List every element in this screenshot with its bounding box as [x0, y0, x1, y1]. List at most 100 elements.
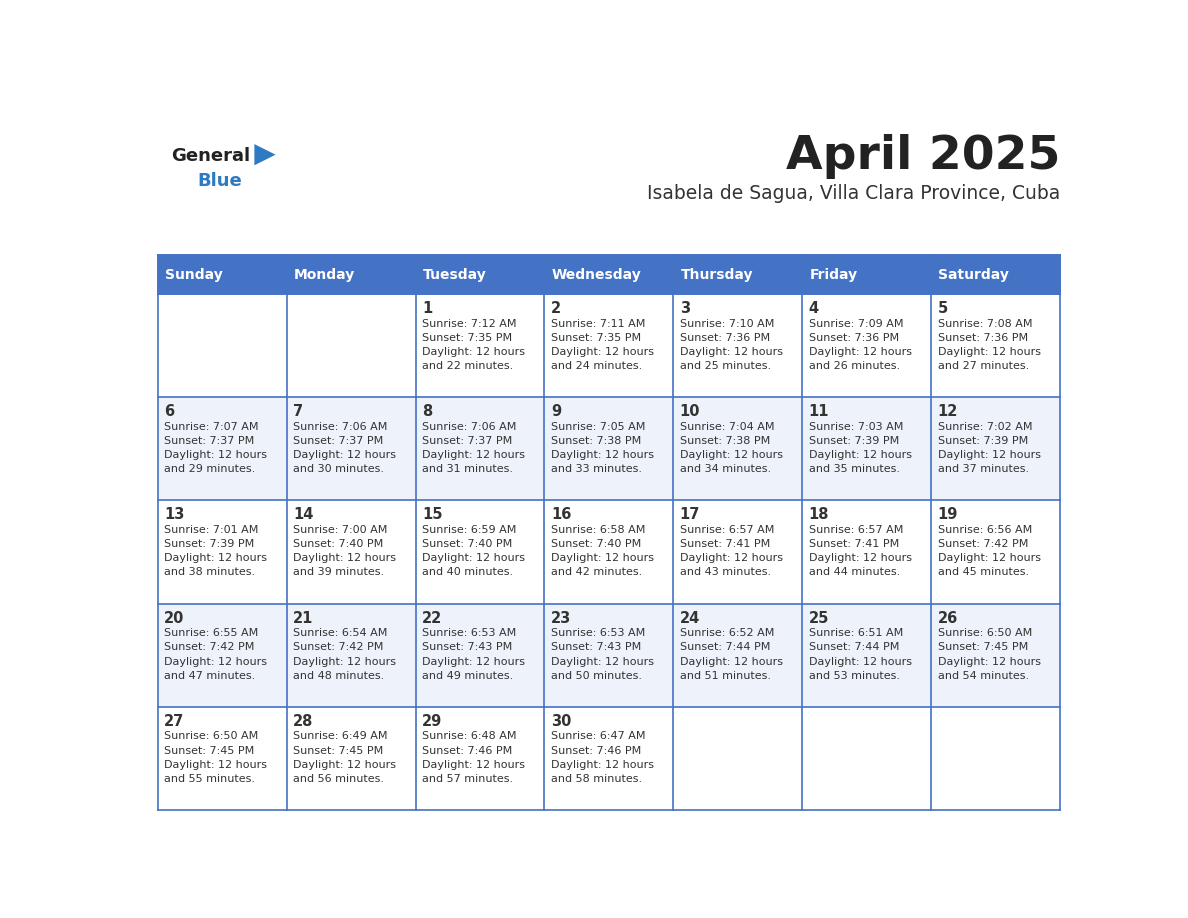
Text: Sunset: 7:46 PM: Sunset: 7:46 PM	[551, 745, 642, 756]
Text: Daylight: 12 hours: Daylight: 12 hours	[293, 760, 396, 770]
Text: and 37 minutes.: and 37 minutes.	[937, 465, 1029, 475]
Text: and 33 minutes.: and 33 minutes.	[551, 465, 642, 475]
Text: Sunset: 7:38 PM: Sunset: 7:38 PM	[551, 436, 642, 446]
Text: April 2025: April 2025	[785, 134, 1060, 179]
Text: Sunset: 7:45 PM: Sunset: 7:45 PM	[937, 643, 1028, 653]
Text: Sunrise: 7:07 AM: Sunrise: 7:07 AM	[164, 422, 259, 431]
Text: Sunrise: 6:48 AM: Sunrise: 6:48 AM	[422, 732, 517, 742]
Text: Daylight: 12 hours: Daylight: 12 hours	[422, 347, 525, 357]
Text: and 44 minutes.: and 44 minutes.	[809, 567, 899, 577]
Text: Sunrise: 7:06 AM: Sunrise: 7:06 AM	[293, 422, 387, 431]
Text: 10: 10	[680, 404, 700, 420]
Text: Sunrise: 7:03 AM: Sunrise: 7:03 AM	[809, 422, 903, 431]
Text: 21: 21	[293, 610, 314, 625]
Text: 7: 7	[293, 404, 303, 420]
Bar	[286, 603, 416, 707]
Text: Daylight: 12 hours: Daylight: 12 hours	[293, 554, 396, 564]
Text: Sunset: 7:42 PM: Sunset: 7:42 PM	[293, 643, 384, 653]
Text: Sunrise: 6:53 AM: Sunrise: 6:53 AM	[551, 628, 645, 638]
Bar	[158, 707, 286, 810]
Text: Blue: Blue	[197, 172, 242, 190]
Bar	[544, 397, 674, 500]
Text: 6: 6	[164, 404, 175, 420]
Text: Daylight: 12 hours: Daylight: 12 hours	[937, 554, 1041, 564]
Text: 13: 13	[164, 508, 184, 522]
Text: Sunset: 7:45 PM: Sunset: 7:45 PM	[293, 745, 384, 756]
Text: and 39 minutes.: and 39 minutes.	[293, 567, 384, 577]
Text: Daylight: 12 hours: Daylight: 12 hours	[293, 450, 396, 460]
Text: Sunset: 7:35 PM: Sunset: 7:35 PM	[422, 333, 512, 342]
Text: Sunset: 7:40 PM: Sunset: 7:40 PM	[551, 539, 642, 549]
Text: Daylight: 12 hours: Daylight: 12 hours	[293, 656, 396, 666]
Text: Sunrise: 7:04 AM: Sunrise: 7:04 AM	[680, 422, 775, 431]
Text: Sunset: 7:44 PM: Sunset: 7:44 PM	[680, 643, 770, 653]
Text: Daylight: 12 hours: Daylight: 12 hours	[164, 554, 267, 564]
Text: Sunrise: 6:49 AM: Sunrise: 6:49 AM	[293, 732, 387, 742]
Text: Daylight: 12 hours: Daylight: 12 hours	[422, 450, 525, 460]
Text: 30: 30	[551, 714, 571, 729]
Bar	[158, 603, 286, 707]
Text: and 25 minutes.: and 25 minutes.	[680, 361, 771, 371]
Text: and 55 minutes.: and 55 minutes.	[164, 774, 255, 784]
Bar	[931, 707, 1060, 810]
Text: Daylight: 12 hours: Daylight: 12 hours	[422, 760, 525, 770]
Text: Daylight: 12 hours: Daylight: 12 hours	[937, 450, 1041, 460]
Text: and 30 minutes.: and 30 minutes.	[293, 465, 384, 475]
Text: Sunset: 7:37 PM: Sunset: 7:37 PM	[422, 436, 512, 446]
Text: and 47 minutes.: and 47 minutes.	[164, 671, 255, 681]
Text: 18: 18	[809, 508, 829, 522]
Text: 3: 3	[680, 301, 690, 316]
Text: Sunset: 7:36 PM: Sunset: 7:36 PM	[680, 333, 770, 342]
Bar	[416, 294, 544, 397]
Text: and 57 minutes.: and 57 minutes.	[422, 774, 513, 784]
Bar	[674, 603, 802, 707]
Text: Sunrise: 6:58 AM: Sunrise: 6:58 AM	[551, 525, 645, 535]
Bar	[931, 500, 1060, 603]
Text: Daylight: 12 hours: Daylight: 12 hours	[422, 554, 525, 564]
Bar	[674, 500, 802, 603]
Text: 16: 16	[551, 508, 571, 522]
Text: Sunset: 7:36 PM: Sunset: 7:36 PM	[937, 333, 1028, 342]
Text: Sunrise: 6:51 AM: Sunrise: 6:51 AM	[809, 628, 903, 638]
Bar	[286, 707, 416, 810]
Bar	[931, 294, 1060, 397]
Text: 23: 23	[551, 610, 571, 625]
Text: Daylight: 12 hours: Daylight: 12 hours	[809, 450, 911, 460]
Text: and 40 minutes.: and 40 minutes.	[422, 567, 513, 577]
Bar	[802, 603, 931, 707]
Text: Daylight: 12 hours: Daylight: 12 hours	[422, 656, 525, 666]
Text: Monday: Monday	[293, 267, 355, 282]
Text: Sunrise: 7:09 AM: Sunrise: 7:09 AM	[809, 319, 903, 329]
Text: 1: 1	[422, 301, 432, 316]
Text: Sunset: 7:39 PM: Sunset: 7:39 PM	[164, 539, 254, 549]
Text: Daylight: 12 hours: Daylight: 12 hours	[937, 656, 1041, 666]
Text: Daylight: 12 hours: Daylight: 12 hours	[680, 656, 783, 666]
Text: General: General	[171, 147, 251, 165]
Text: 11: 11	[809, 404, 829, 420]
Text: Sunrise: 6:52 AM: Sunrise: 6:52 AM	[680, 628, 775, 638]
Bar	[158, 500, 286, 603]
Text: Sunrise: 6:54 AM: Sunrise: 6:54 AM	[293, 628, 387, 638]
Text: Daylight: 12 hours: Daylight: 12 hours	[551, 554, 653, 564]
Text: Sunset: 7:37 PM: Sunset: 7:37 PM	[164, 436, 254, 446]
Text: Tuesday: Tuesday	[423, 267, 487, 282]
Text: Sunset: 7:40 PM: Sunset: 7:40 PM	[422, 539, 512, 549]
Text: Daylight: 12 hours: Daylight: 12 hours	[164, 656, 267, 666]
Text: Sunset: 7:44 PM: Sunset: 7:44 PM	[809, 643, 899, 653]
Text: Daylight: 12 hours: Daylight: 12 hours	[680, 347, 783, 357]
Text: 26: 26	[937, 610, 958, 625]
Text: and 53 minutes.: and 53 minutes.	[809, 671, 899, 681]
Text: Sunrise: 6:50 AM: Sunrise: 6:50 AM	[164, 732, 259, 742]
Bar	[286, 500, 416, 603]
Text: Sunday: Sunday	[165, 267, 223, 282]
Text: Sunset: 7:42 PM: Sunset: 7:42 PM	[937, 539, 1028, 549]
Text: Saturday: Saturday	[939, 267, 1010, 282]
Text: Sunrise: 6:55 AM: Sunrise: 6:55 AM	[164, 628, 259, 638]
Text: and 35 minutes.: and 35 minutes.	[809, 465, 899, 475]
Text: and 29 minutes.: and 29 minutes.	[164, 465, 255, 475]
Text: Sunrise: 6:53 AM: Sunrise: 6:53 AM	[422, 628, 517, 638]
Text: Daylight: 12 hours: Daylight: 12 hours	[164, 450, 267, 460]
Text: Sunrise: 6:57 AM: Sunrise: 6:57 AM	[680, 525, 775, 535]
Text: Sunrise: 6:57 AM: Sunrise: 6:57 AM	[809, 525, 903, 535]
Text: and 31 minutes.: and 31 minutes.	[422, 465, 513, 475]
